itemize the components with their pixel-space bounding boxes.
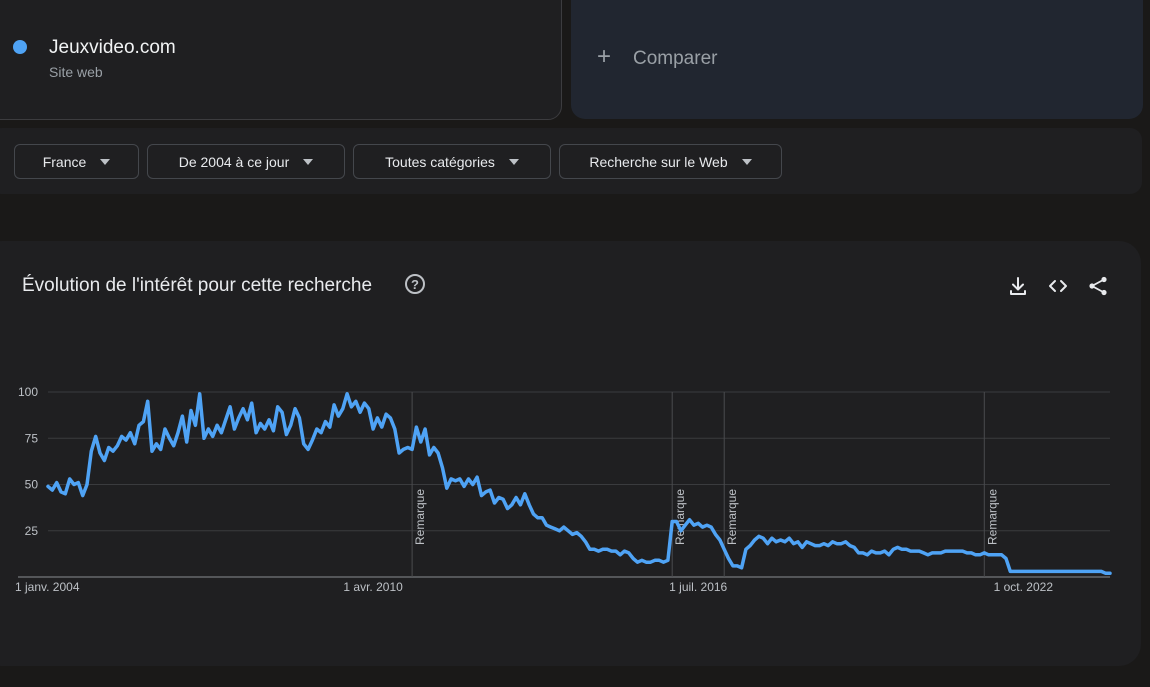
search-term-card[interactable]: Jeuxvideo.com Site web xyxy=(0,0,562,120)
series-color-dot xyxy=(13,40,27,54)
compare-label: Comparer xyxy=(633,48,718,69)
period-dropdown[interactable]: De 2004 à ce jour xyxy=(147,144,345,179)
compare-button[interactable]: + Comparer xyxy=(571,0,1143,119)
x-tick-label: 1 avr. 2010 xyxy=(343,580,403,594)
interest-line-chart: 100 75 50 25 Remarque Remarque Remarque Remarqu… xyxy=(15,385,1112,594)
caret-down-icon xyxy=(741,158,752,165)
caret-down-icon xyxy=(508,158,519,165)
x-tick-label: 1 janv. 2004 xyxy=(15,580,80,594)
x-tick-label: 1 oct. 2022 xyxy=(994,580,1054,594)
y-tick-label: 100 xyxy=(18,385,38,399)
annotation-label: Remarque xyxy=(673,489,687,545)
y-tick-label: 50 xyxy=(25,478,39,492)
annotation-label: Remarque xyxy=(413,489,427,545)
annotation-label: Remarque xyxy=(985,489,999,545)
search-type-dropdown[interactable]: Recherche sur le Web xyxy=(559,144,782,179)
region-dropdown[interactable]: France xyxy=(14,144,139,179)
caret-down-icon xyxy=(303,158,314,165)
search-term-type: Site web xyxy=(49,64,103,80)
download-icon[interactable] xyxy=(1007,275,1029,297)
plus-icon: + xyxy=(597,43,612,70)
series-line xyxy=(46,392,1112,576)
interest-over-time-card xyxy=(0,241,1141,666)
region-value: France xyxy=(42,153,87,170)
annotation-label: Remarque xyxy=(725,489,739,545)
x-tick-label: 1 juil. 2016 xyxy=(669,580,727,594)
category-value: Toutes catégories xyxy=(385,153,495,170)
search-type-value: Recherche sur le Web xyxy=(589,153,728,170)
caret-down-icon xyxy=(100,158,111,165)
help-icon[interactable]: ? xyxy=(405,274,425,294)
chart-title: Évolution de l'intérêt pour cette recher… xyxy=(22,275,373,296)
share-icon[interactable] xyxy=(1087,275,1109,297)
embed-icon[interactable] xyxy=(1047,275,1069,297)
period-value: De 2004 à ce jour xyxy=(178,153,290,170)
y-tick-label: 25 xyxy=(25,524,39,538)
y-tick-label: 75 xyxy=(25,431,39,445)
category-dropdown[interactable]: Toutes catégories xyxy=(353,144,551,179)
search-term-name: Jeuxvideo.com xyxy=(49,37,176,58)
